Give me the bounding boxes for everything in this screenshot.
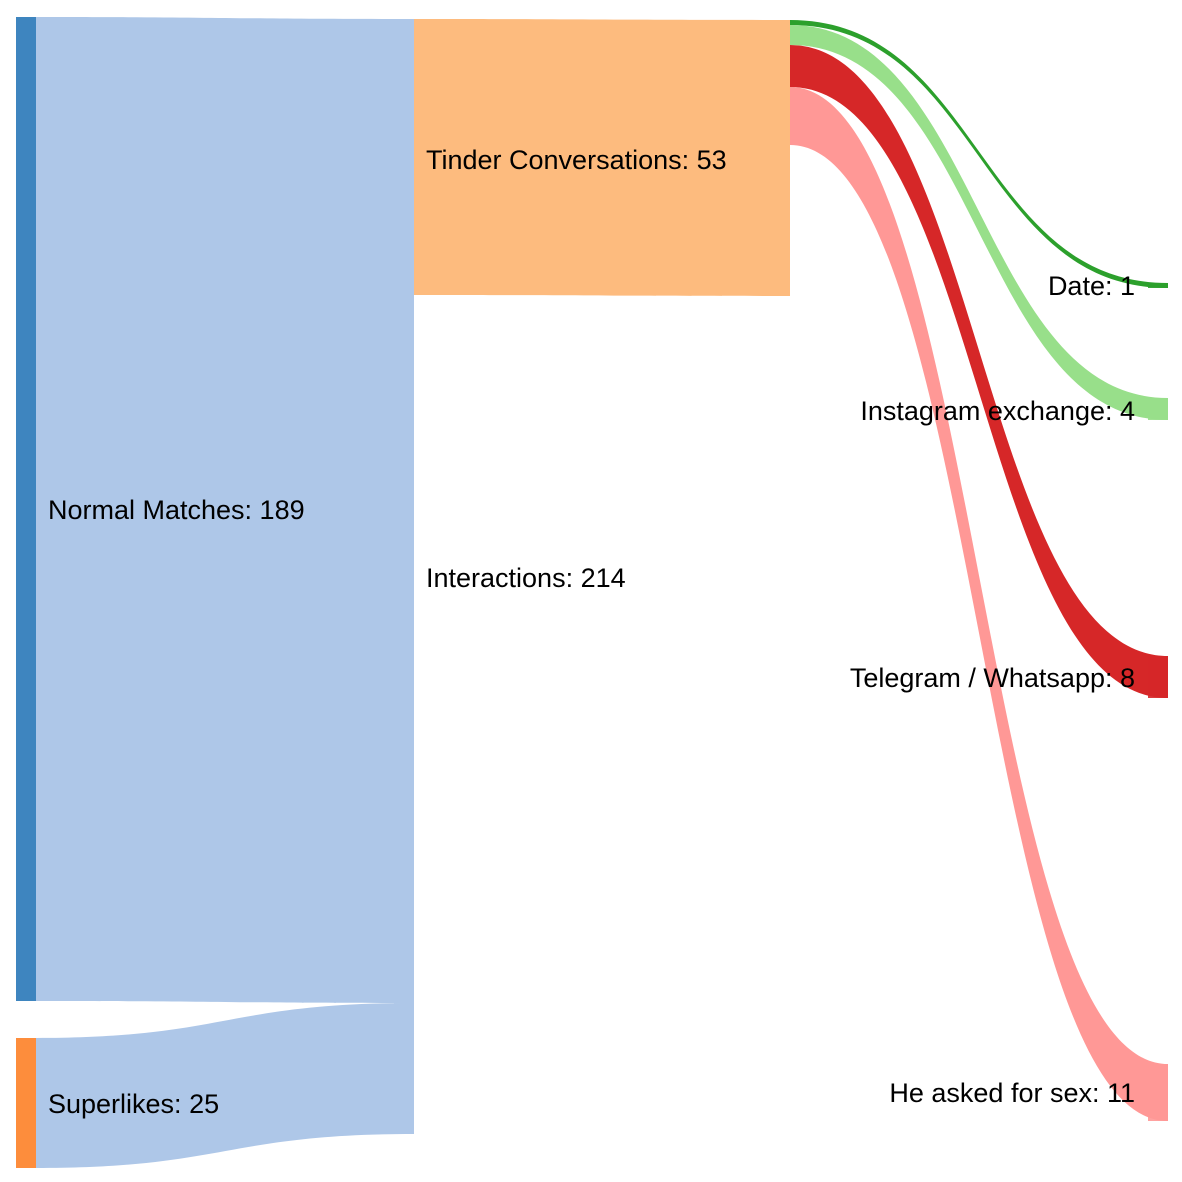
flow-tinder-to-instagram [790, 25, 1168, 420]
label-tinder-conversations: Tinder Conversations: 53 [426, 145, 727, 175]
node-interactions [394, 19, 414, 1134]
flow-tinder-to-sex [790, 87, 1168, 1121]
label-he-asked-for-sex: He asked for sex: 11 [889, 1078, 1135, 1108]
label-instagram-exchange: Instagram exchange: 4 [860, 396, 1135, 426]
node-he-asked-for-sex [1148, 1064, 1168, 1121]
node-telegram-whatsapp [1148, 656, 1168, 698]
node-tinder-conversations [770, 20, 790, 296]
flow-tinder-to-telegram [790, 45, 1168, 698]
label-interactions: Interactions: 214 [426, 563, 626, 593]
label-normal-matches: Normal Matches: 189 [48, 495, 305, 525]
node-date [1148, 283, 1168, 288]
node-superlikes [16, 1038, 36, 1168]
label-superlikes: Superlikes: 25 [48, 1089, 219, 1119]
label-date: Date: 1 [1048, 271, 1135, 301]
flow-tinder-to-date [790, 20, 1168, 288]
node-instagram-exchange [1148, 398, 1168, 420]
node-normal-matches [16, 17, 36, 1001]
flow-interactions-to-tinder [414, 19, 790, 296]
flow-superlikes-to-interactions [36, 1003, 414, 1168]
flow-normal-to-interactions [36, 17, 414, 1003]
label-telegram-whatsapp: Telegram / Whatsapp: 8 [850, 663, 1135, 693]
